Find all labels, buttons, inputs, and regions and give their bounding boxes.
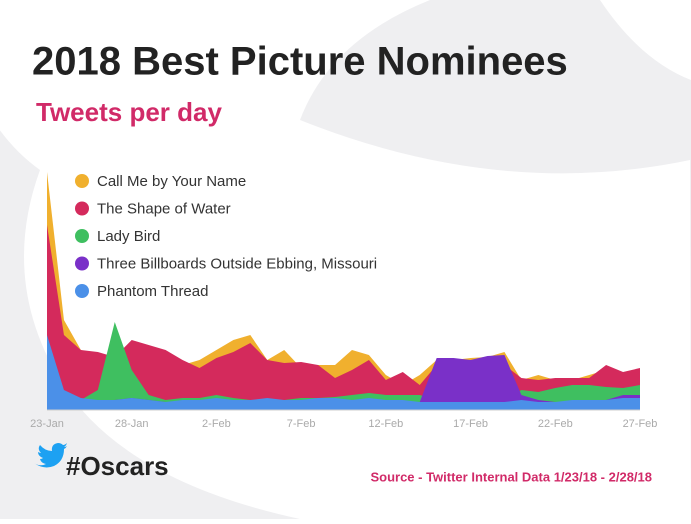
source-note: Source - Twitter Internal Data 1/23/18 -…: [370, 469, 652, 484]
x-tick-label: 27-Feb: [623, 418, 658, 430]
legend-label: Call Me by Your Name: [97, 173, 246, 190]
bird-shape: [600, 0, 691, 80]
area: [47, 335, 640, 410]
legend-label: Three Billboards Outside Ebbing, Missour…: [97, 255, 377, 272]
x-tick-label: 2-Feb: [202, 418, 231, 430]
legend-label: Phantom Thread: [97, 283, 208, 300]
x-tick-label: 22-Feb: [538, 418, 573, 430]
x-tick-label: 28-Jan: [115, 418, 149, 430]
x-tick-label: 7-Feb: [287, 418, 316, 430]
x-tick-label: 23-Jan: [30, 418, 64, 430]
legend-marker: [75, 201, 89, 216]
legend-marker: [75, 229, 89, 243]
legend-marker: [75, 284, 89, 298]
legend-marker: [75, 256, 89, 271]
area: [47, 355, 640, 410]
legend-label: The Shape of Water: [97, 200, 231, 217]
legend-marker: [75, 174, 89, 188]
chart-subtitle: Tweets per day: [36, 97, 222, 127]
x-tick-label: 12-Feb: [368, 418, 403, 430]
legend-label: Lady Bird: [97, 228, 160, 245]
hashtag: #Oscars: [66, 451, 169, 481]
twitter-icon: [34, 443, 67, 468]
chart-title: 2018 Best Picture Nominees: [32, 40, 568, 84]
x-tick-label: 17-Feb: [453, 418, 488, 430]
